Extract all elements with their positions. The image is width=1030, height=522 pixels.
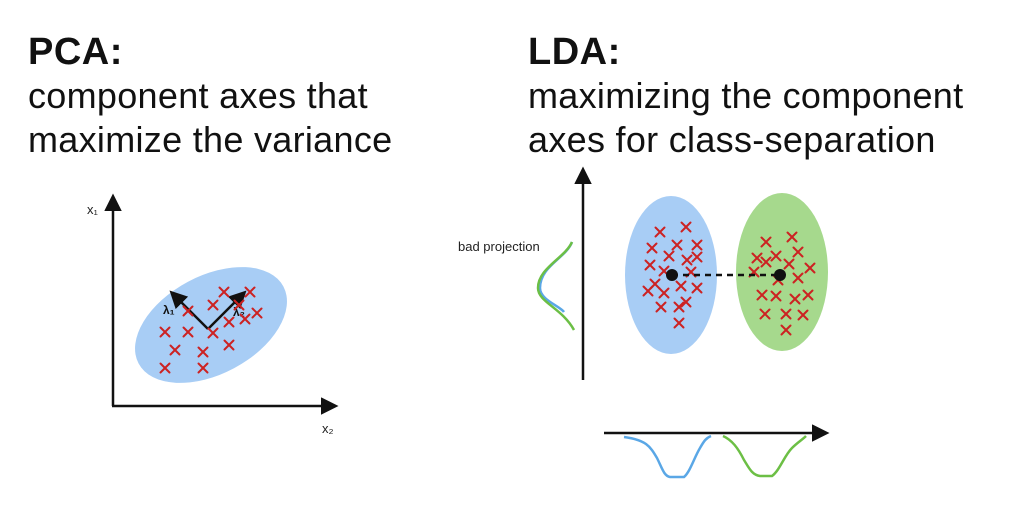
pca-data-point-marker xyxy=(159,326,171,338)
pca-data-point-marker xyxy=(182,305,194,317)
lda-projection-curve-green xyxy=(722,434,807,478)
lda-green-data-point-marker xyxy=(802,289,814,301)
lda-blue-data-point-marker xyxy=(680,296,692,308)
pca-subtitle-line-2: maximize the variance xyxy=(28,119,393,160)
lda-class-green-mean xyxy=(774,269,786,281)
lda-text-block: LDA: maximizing the component axes for c… xyxy=(528,30,963,162)
lda-green-data-point-marker xyxy=(783,258,795,270)
lda-green-data-point-marker xyxy=(760,236,772,248)
pca-data-point-marker xyxy=(223,316,235,328)
lda-blue-data-point-marker xyxy=(663,250,675,262)
lda-projection-curve-blue xyxy=(623,434,712,479)
lda-green-data-point-marker xyxy=(760,256,772,268)
lda-green-data-point-marker xyxy=(789,293,801,305)
lda-blue-data-point-marker xyxy=(671,239,683,251)
lda-blue-data-point-marker xyxy=(654,226,666,238)
lda-green-data-point-marker xyxy=(759,308,771,320)
lda-green-data-point-marker xyxy=(770,290,782,302)
pca-data-point-marker xyxy=(218,286,230,298)
pca-data-point-marker xyxy=(239,313,251,325)
pca-text-block: PCA: component axes that maximize the va… xyxy=(28,30,392,162)
pca-data-point-marker xyxy=(197,362,209,374)
lda-green-data-point-marker xyxy=(804,262,816,274)
lda-blue-data-point-marker xyxy=(691,251,703,263)
pca-eigen-label-1: λ₁ xyxy=(163,303,175,317)
lda-green-data-point-marker xyxy=(780,308,792,320)
pca-component-arrow-1 xyxy=(169,290,209,330)
pca-diagram: x₁ x₂ λ₁ λ₂ xyxy=(87,193,339,436)
pca-component-arrow-2 xyxy=(207,290,247,330)
lda-heading: LDA: xyxy=(528,31,621,73)
pca-data-point-marker xyxy=(182,326,194,338)
pca-markers xyxy=(159,286,263,374)
lda-blue-data-point-marker xyxy=(655,301,667,313)
lda-blue-data-point-marker xyxy=(675,280,687,292)
pca-data-point-marker xyxy=(251,307,263,319)
lda-blue-data-point-marker xyxy=(681,254,693,266)
lda-blue-data-point-marker xyxy=(658,287,670,299)
lda-green-data-point-marker xyxy=(751,252,763,264)
bad-projection-curve-green xyxy=(536,241,576,331)
lda-blue-data-point-marker xyxy=(680,221,692,233)
lda-blue-data-point-marker xyxy=(673,317,685,329)
pca-heading: PCA: xyxy=(28,31,123,73)
lda-blue-data-point-marker xyxy=(691,239,703,251)
pca-x-axis-label: x₂ xyxy=(322,421,334,436)
lda-subtitle-line-2: axes for class-separation xyxy=(528,119,936,160)
lda-blue-data-point-marker xyxy=(673,301,685,313)
pca-data-point-marker xyxy=(169,344,181,356)
lda-green-data-point-marker xyxy=(780,324,792,336)
lda-green-data-point-marker xyxy=(797,309,809,321)
lda-green-data-point-marker xyxy=(756,289,768,301)
lda-green-data-point-marker xyxy=(792,246,804,258)
pca-subtitle-line-1: component axes that xyxy=(28,75,368,116)
pca-data-point-marker xyxy=(207,299,219,311)
lda-blue-data-point-marker xyxy=(644,259,656,271)
pca-data-point-marker xyxy=(223,339,235,351)
lda-green-data-point-marker xyxy=(792,272,804,284)
lda-blue-data-point-marker xyxy=(642,285,654,297)
pca-data-point-marker xyxy=(197,346,209,358)
pca-y-axis-label: x₁ xyxy=(87,202,99,217)
lda-blue-data-point-marker xyxy=(646,242,658,254)
bad-projection-label: bad projection xyxy=(458,239,540,254)
lda-class-blue-mean xyxy=(666,269,678,281)
lda-subtitle-line-1: maximizing the component xyxy=(528,75,964,116)
lda-blue-data-point-marker xyxy=(691,282,703,294)
pca-data-point-marker xyxy=(244,286,256,298)
pca-data-point-marker xyxy=(233,299,245,311)
lda-green-data-point-marker xyxy=(770,250,782,262)
pca-data-point-marker xyxy=(159,362,171,374)
lda-green-data-point-marker xyxy=(786,231,798,243)
pca-data-point-marker xyxy=(207,327,219,339)
lda-diagram: bad projection xyxy=(458,166,830,479)
